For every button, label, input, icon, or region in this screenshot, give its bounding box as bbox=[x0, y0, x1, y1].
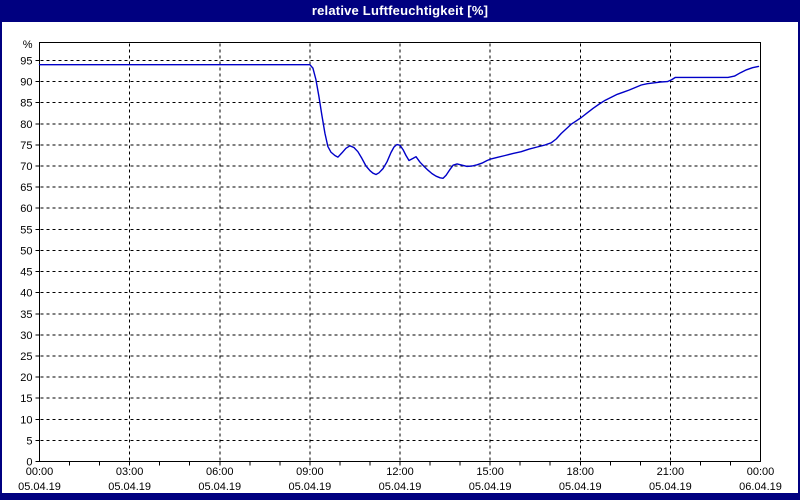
y-axis-label: 25 bbox=[20, 351, 32, 363]
y-axis-label: 35 bbox=[20, 309, 32, 321]
x-axis-date-label: 05.04.19 bbox=[379, 481, 422, 493]
x-axis-time-label: 21:00 bbox=[657, 466, 685, 478]
chart-area: 0 5 10 15 20 25 30 35 40 45 50 55 60 65 70 75 80 85 90 95% 0… bbox=[2, 22, 798, 493]
x-axis-date-label: 05.04.19 bbox=[469, 481, 512, 493]
y-axis-unit-label: % bbox=[23, 39, 33, 51]
y-axis-label: 50 bbox=[20, 245, 32, 257]
y-axis-label: 65 bbox=[20, 182, 32, 194]
x-axis-date-label: 06.04.19 bbox=[739, 481, 782, 493]
y-axis-label: 55 bbox=[20, 224, 32, 236]
y-axis-label: 15 bbox=[20, 393, 32, 405]
x-axis-time-label: 18:00 bbox=[566, 466, 594, 478]
y-axis-label: 30 bbox=[20, 330, 32, 342]
y-axis-label: 90 bbox=[20, 77, 32, 89]
y-axis-label: 20 bbox=[20, 372, 32, 384]
y-axis-label: 45 bbox=[20, 267, 32, 279]
y-axis-label: 40 bbox=[20, 288, 32, 300]
y-axis-label: 70 bbox=[20, 161, 32, 173]
x-axis-date-label: 05.04.19 bbox=[288, 481, 331, 493]
humidity-line bbox=[38, 63, 760, 180]
x-axis-time-label: 15:00 bbox=[476, 466, 504, 478]
x-axis-date-label: 05.04.19 bbox=[108, 481, 151, 493]
humidity-chart: 0 5 10 15 20 25 30 35 40 45 50 55 60 65 70 75 80 85 90 95% 0… bbox=[18, 39, 782, 493]
x-axis-time-label: 12:00 bbox=[386, 466, 414, 478]
x-axis-time-label: 03:00 bbox=[116, 466, 144, 478]
y-axis-label: 80 bbox=[20, 119, 32, 131]
y-axis-label: 10 bbox=[20, 414, 32, 426]
y-axis-label: 5 bbox=[26, 435, 32, 447]
x-axis-time-label: 06:00 bbox=[206, 466, 234, 478]
title-bar: relative Luftfeuchtigkeit [%] bbox=[0, 0, 800, 22]
x-axis-time-label: 09:00 bbox=[296, 466, 324, 478]
y-axis-label: 60 bbox=[20, 203, 32, 215]
x-axis-time-label: 00:00 bbox=[26, 466, 54, 478]
y-axis-label: 85 bbox=[20, 98, 32, 110]
y-axis-label: 75 bbox=[20, 140, 32, 152]
window-title: relative Luftfeuchtigkeit [%] bbox=[311, 3, 489, 18]
y-axis-label: 95 bbox=[20, 56, 32, 68]
x-axis-date-label: 05.04.19 bbox=[559, 481, 602, 493]
x-axis-date-label: 05.04.19 bbox=[198, 481, 241, 493]
x-axis-date-label: 05.04.19 bbox=[18, 481, 61, 493]
y-axis-label: 0 bbox=[26, 457, 32, 469]
x-axis-time-label: 00:00 bbox=[747, 466, 775, 478]
x-axis-date-label: 05.04.19 bbox=[649, 481, 692, 493]
bottom-bar bbox=[0, 493, 800, 500]
